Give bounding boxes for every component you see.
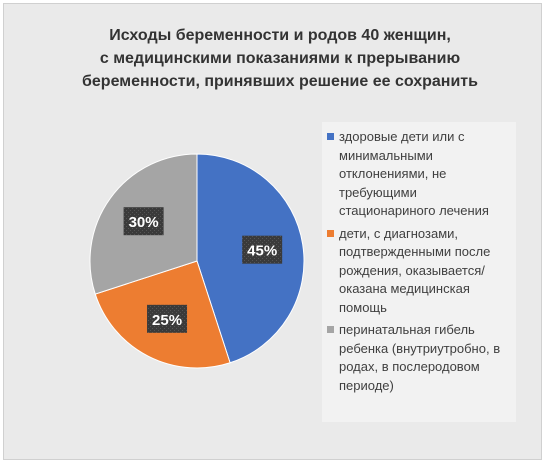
data-label-box-healthy	[242, 235, 283, 264]
chart-title-line-2: с медицинскими показаниями к прерыванию	[99, 50, 461, 67]
legend-marker-healthy	[327, 133, 334, 140]
legend-marker-diagnosed	[327, 229, 334, 237]
data-label-healthy: 45%	[247, 243, 277, 260]
legend-item-healthy: здоровые дети или с минимальными отклоне…	[327, 128, 515, 221]
legend-label-healthy: здоровые дети или с минимальными отклоне…	[339, 129, 489, 218]
legend-label-perinatal-death: перинатальная гибель ребенка (внутриутро…	[339, 322, 501, 393]
data-label-box-diagnosed	[147, 304, 188, 333]
chart-title-line-3: беременности, принявших решение ее сохра…	[82, 73, 478, 90]
legend-marker-perinatal-death	[327, 326, 334, 333]
legend-item-diagnosed: дети, с диагнозами, подтвержденными посл…	[327, 225, 515, 318]
chart-title: Исходы беременности и родов 40 женщин, с…	[60, 24, 500, 93]
data-label-diagnosed: 25%	[152, 312, 182, 329]
legend: здоровые дети или с минимальными отклоне…	[327, 128, 515, 399]
data-label-perinatal-death: 30%	[129, 214, 159, 231]
legend-item-perinatal-death: перинатальная гибель ребенка (внутриутро…	[327, 321, 515, 395]
chart-title-line-1: Исходы беременности и родов 40 женщин,	[109, 27, 451, 44]
data-label-box-perinatal-death	[123, 207, 164, 236]
legend-background	[322, 122, 516, 422]
legend-label-diagnosed: дети, с диагнозами, подтвержденными посл…	[339, 225, 491, 315]
